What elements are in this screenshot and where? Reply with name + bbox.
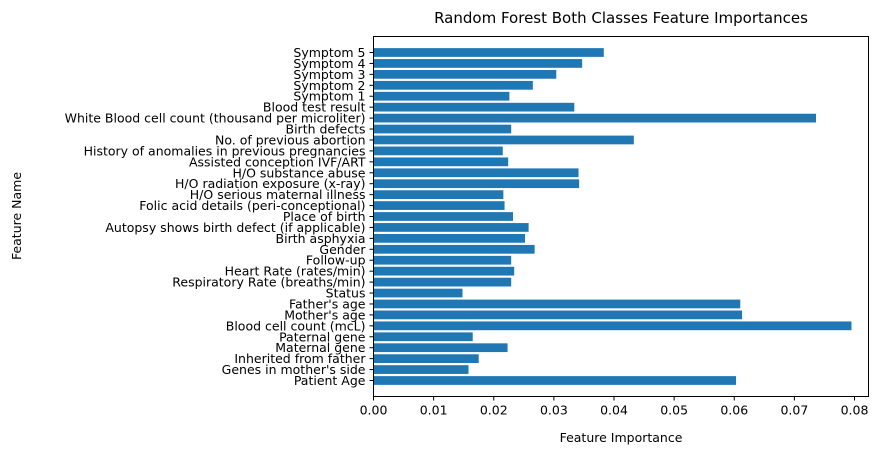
x-tick-label: 0.01: [420, 403, 448, 418]
y-tick-label: H/O serious maternal illness: [190, 187, 366, 202]
y-tick-label: Blood test result: [263, 100, 366, 115]
bar: [373, 201, 505, 210]
bar: [373, 354, 479, 364]
y-tick-label: Genes in mother's side: [222, 362, 366, 377]
y-tick-label: Follow-up: [306, 253, 366, 268]
y-tick-label: White Blood cell count (thousand per mic…: [65, 111, 366, 126]
x-axis-label: Feature Importance: [560, 430, 683, 445]
bar: [373, 288, 463, 298]
bar: [373, 102, 575, 112]
y-tick-label: Blood cell count (mcL): [226, 318, 366, 333]
y-tick-label: H/O radiation exposure (x-ray): [175, 176, 365, 191]
bar: [373, 321, 852, 331]
bar: [373, 190, 504, 200]
y-tick-label: Symptom 1: [293, 89, 365, 104]
y-tick-label: No. of previous abortion: [215, 132, 366, 147]
y-tick-label: Respiratory Rate (breaths/min): [172, 275, 365, 290]
y-tick-label: Folic acid details (peri-conceptional): [139, 198, 365, 213]
x-tick-label: 0.02: [480, 403, 508, 418]
x-tick-group: 0.00 0.01 0.02 0.03 0.04 0.05 0.06 0.07 0.08: [360, 396, 869, 418]
y-tick-label: Maternal gene: [275, 340, 366, 355]
chart-title: Random Forest Both Classes Feature Impor…: [434, 9, 808, 27]
bar: [373, 146, 503, 156]
y-tick-label: Symptom 3: [293, 67, 365, 82]
y-tick-label: Symptom 2: [293, 78, 365, 93]
y-tick-label: Heart Rate (rates/min): [225, 264, 366, 279]
bar: [373, 244, 535, 254]
bar: [373, 80, 533, 90]
y-axis-label: Feature Name: [9, 172, 24, 260]
bar: [373, 157, 509, 167]
bar: [373, 266, 515, 276]
bar: [373, 91, 510, 101]
y-tick-label: Birth defects: [286, 122, 366, 137]
y-tick-label: Father's age: [289, 296, 366, 311]
y-tick-label: Patient Age: [294, 373, 366, 388]
y-tick-label: Place of birth: [283, 209, 366, 224]
x-tick-label: 0.08: [841, 403, 869, 418]
x-tick-label: 0.04: [600, 403, 628, 418]
bars-group: [373, 48, 852, 385]
bar: [373, 255, 512, 265]
y-tick-label: H/O substance abuse: [232, 165, 365, 180]
bar: [373, 179, 580, 189]
bar: [373, 135, 634, 145]
bar: [373, 223, 529, 232]
x-tick-label: 0.05: [660, 403, 688, 418]
bar: [373, 332, 473, 342]
x-tick-label: 0.00: [360, 403, 388, 418]
y-tick-label: Inherited from father: [234, 351, 366, 366]
bar: [373, 343, 508, 353]
bar: [373, 365, 469, 374]
bar: [373, 233, 526, 243]
x-tick-label: 0.07: [780, 403, 808, 418]
x-tick-label: 0.03: [540, 403, 568, 418]
x-tick-label: 0.06: [720, 403, 748, 418]
bar: [373, 376, 737, 385]
bar: [373, 168, 579, 178]
y-tick-label: Birth asphyxia: [276, 231, 366, 246]
y-tick-label: Autopsy shows birth defect (if applicabl…: [105, 220, 365, 235]
y-tick-label: Mother's age: [284, 307, 366, 322]
bar: [373, 299, 741, 309]
y-tick-label: Symptom 5: [293, 45, 365, 60]
y-tick-label: Paternal gene: [279, 329, 366, 344]
bar: [373, 124, 512, 134]
bar: [373, 59, 583, 68]
bar: [373, 310, 743, 320]
y-tick-label: History of anomalies in previous pregnan…: [84, 143, 366, 158]
bar: [373, 113, 817, 123]
bar: [373, 277, 512, 287]
bar: [373, 212, 513, 221]
plot-frame: [373, 36, 869, 397]
y-tick-label: Gender: [319, 242, 366, 257]
y-tick-label: Symptom 4: [293, 56, 365, 71]
bar: [373, 48, 604, 57]
y-tick-label: Status: [326, 286, 366, 301]
bar: [373, 69, 557, 79]
y-tick-label: Assisted conception IVF/ART: [189, 154, 366, 169]
